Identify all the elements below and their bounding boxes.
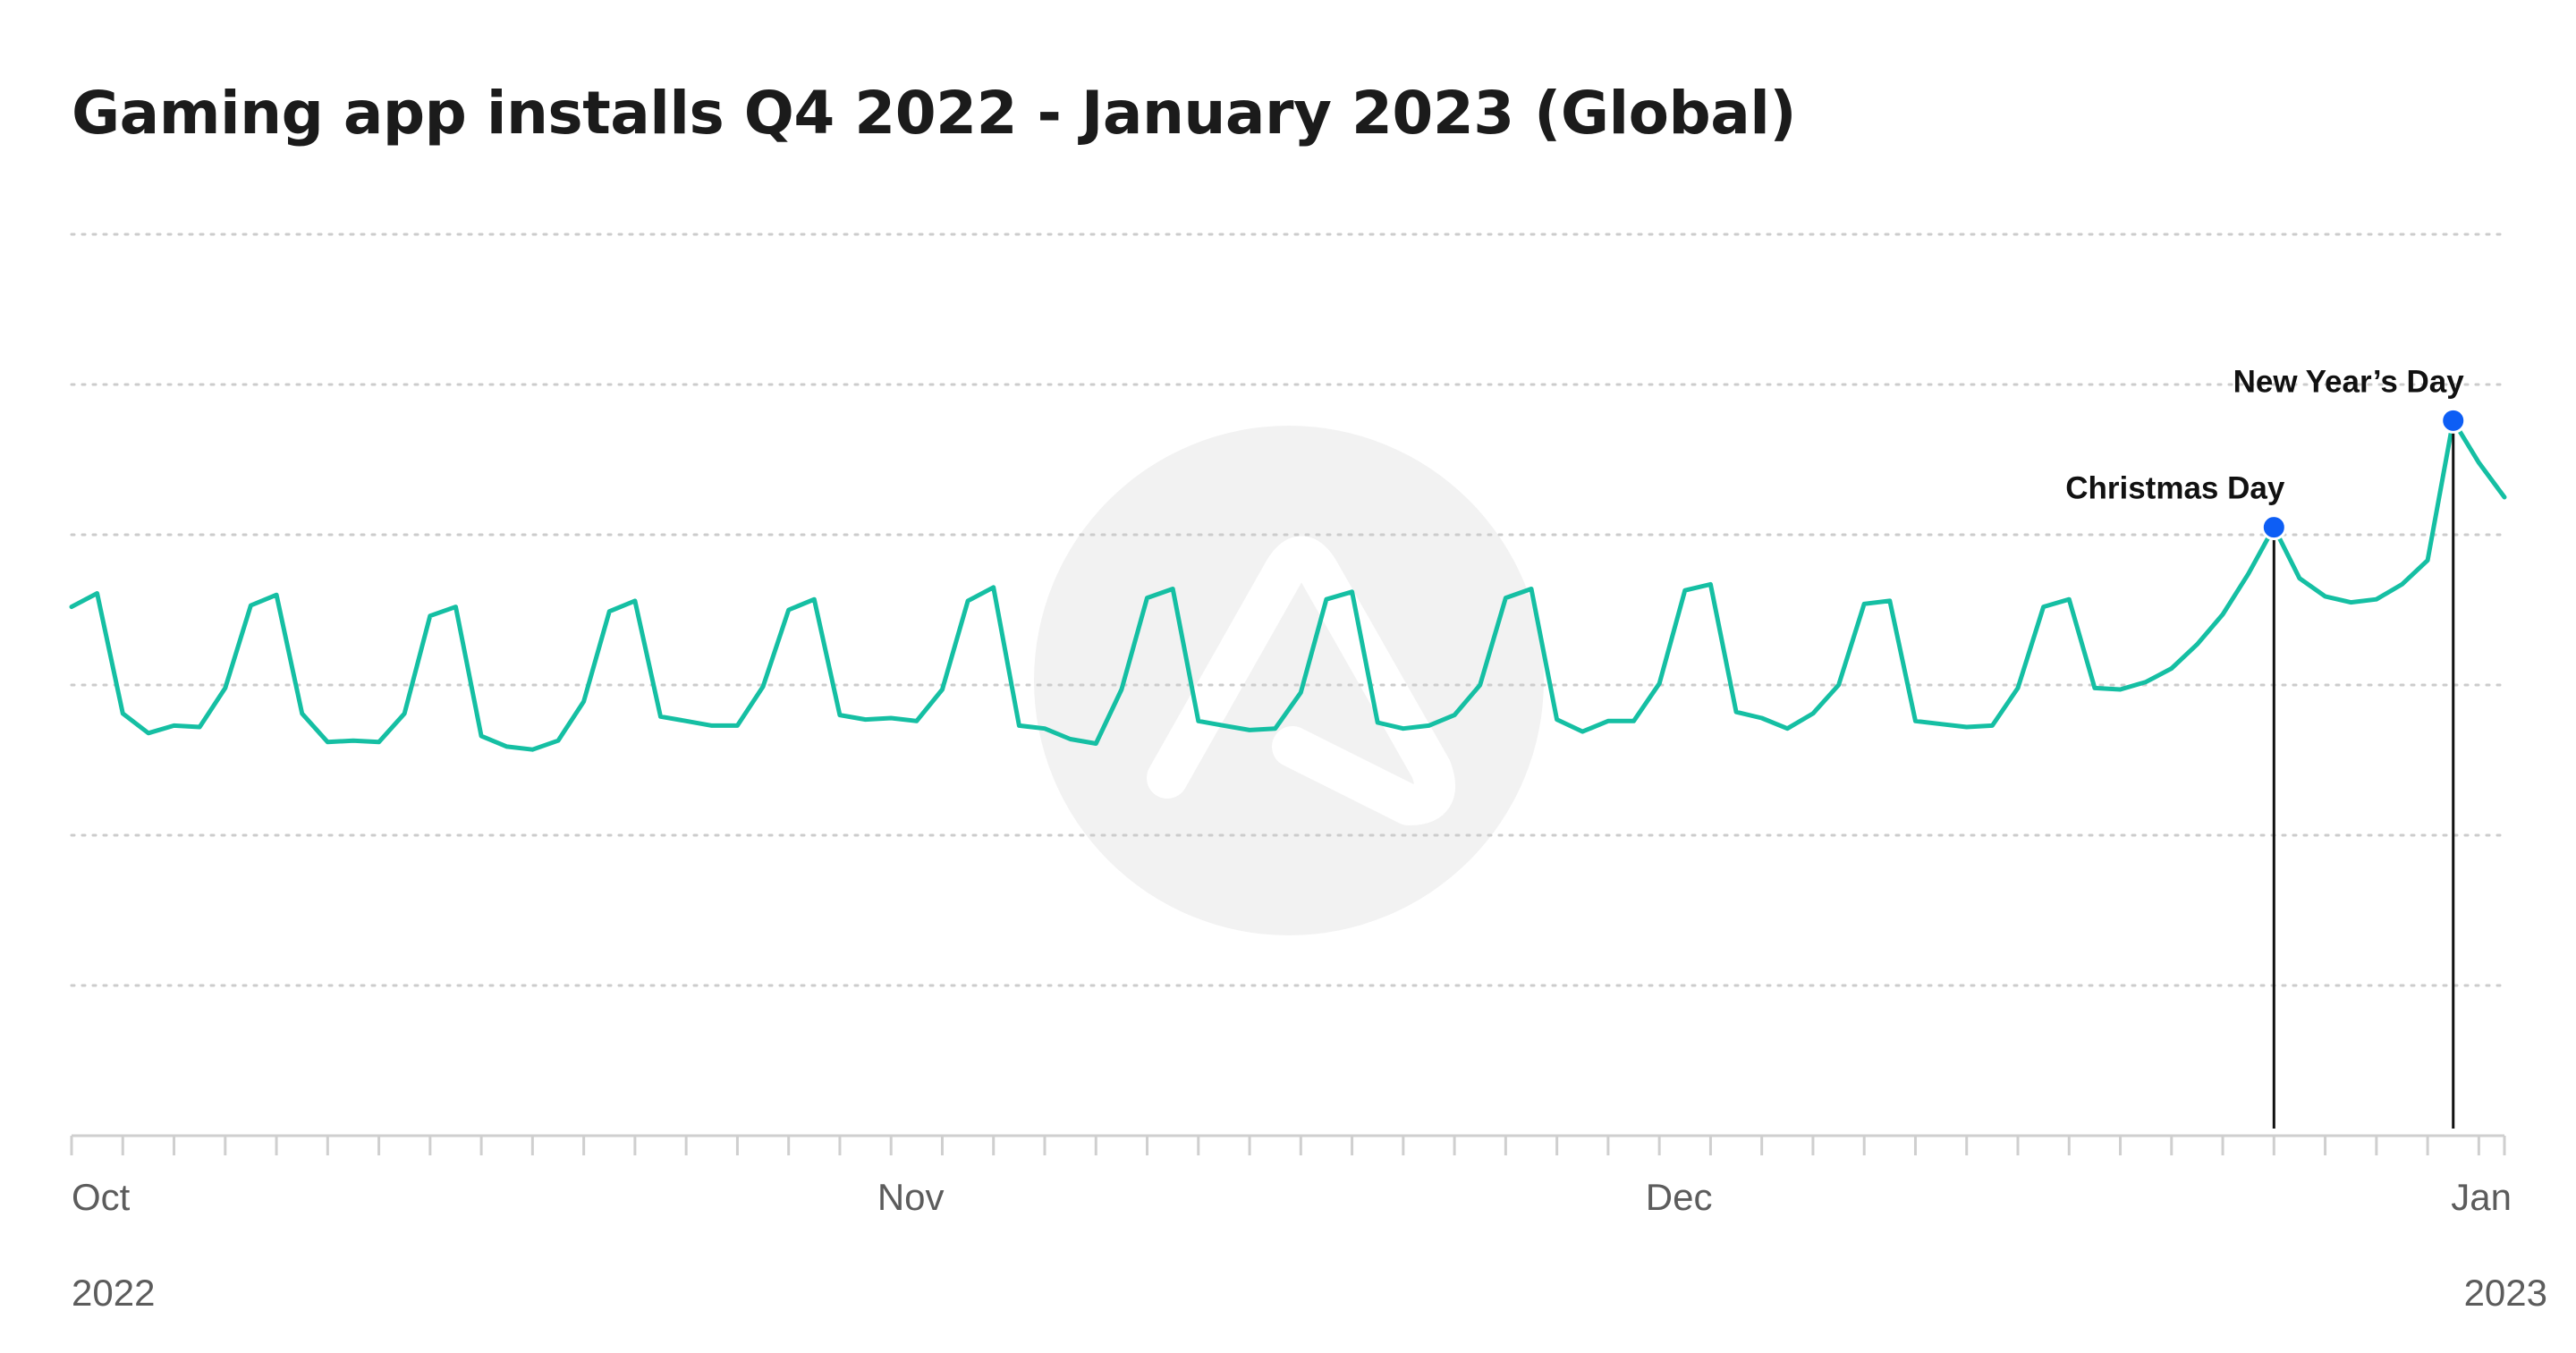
x-tick-label: Oct [72, 1176, 131, 1218]
annotation-marker [2260, 514, 2287, 541]
annotation-marker [2440, 407, 2467, 434]
watermark-a-glyph [1147, 536, 1455, 825]
watermark-circle [1034, 426, 1544, 935]
x-tick-label: Dec [1646, 1176, 1713, 1218]
x-axis: Oct Nov Dec Jan 2022 2023 [70, 1134, 2547, 1314]
annotation-label: New Year’s Day [2233, 364, 2465, 399]
annotations: Christmas Day New Year’s Day [2065, 364, 2467, 1129]
x-tick-label: Jan [2451, 1176, 2512, 1218]
year-label: 2022 [72, 1272, 155, 1314]
grid-lines [70, 233, 2506, 987]
chart-title: Gaming app installs Q4 2022 - January 20… [72, 79, 1797, 148]
annotation-label: Christmas Day [2065, 471, 2285, 506]
series-group [69, 418, 2507, 752]
x-tick-label: Nov [877, 1176, 945, 1218]
series-line [69, 418, 2507, 752]
watermark-logo [1034, 426, 1544, 935]
year-label: 2023 [2464, 1272, 2547, 1314]
